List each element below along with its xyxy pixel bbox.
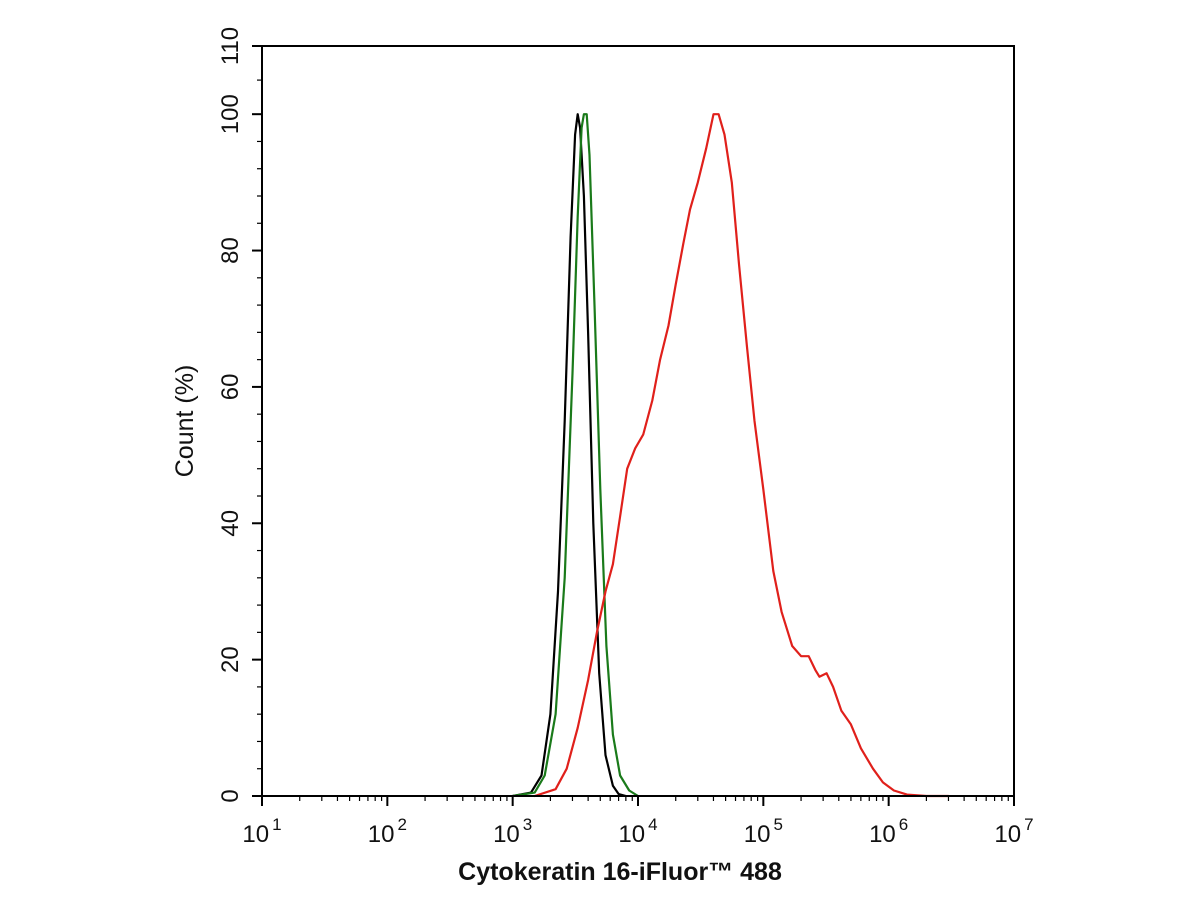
y-tick-label: 20 (217, 646, 244, 673)
x-tick-label: 10 1 (242, 815, 281, 848)
y-tick-label: 0 (217, 789, 244, 802)
x-tick-label: 10 5 (744, 815, 783, 848)
plot-frame (261, 45, 1015, 797)
x-tick-label: 10 3 (493, 815, 532, 848)
series-layer (511, 113, 950, 798)
x-tick-label: 10 4 (618, 815, 657, 848)
y-axis-title: Count (%) (171, 365, 199, 478)
series-red-line (533, 113, 950, 798)
x-tick-label: 10 2 (368, 815, 407, 848)
y-tick-label: 110 (217, 27, 244, 65)
x-tick-label: 10 6 (869, 815, 908, 848)
ticks-layer: 10 1 10 2 10 3 10 4 10 5 10 6 10 7 0 20 40 60 80 100 110 (217, 27, 1034, 848)
y-tick-label: 100 (217, 94, 244, 134)
y-tick-label: 60 (217, 374, 244, 401)
y-tick-label: 80 (217, 237, 244, 264)
x-axis-title: Cytokeratin 16-iFluor™ 488 (458, 858, 782, 886)
series-black-line (511, 113, 628, 798)
series-green-line (511, 113, 640, 798)
y-tick-label: 40 (217, 510, 244, 537)
x-tick-label: 10 7 (994, 815, 1033, 848)
